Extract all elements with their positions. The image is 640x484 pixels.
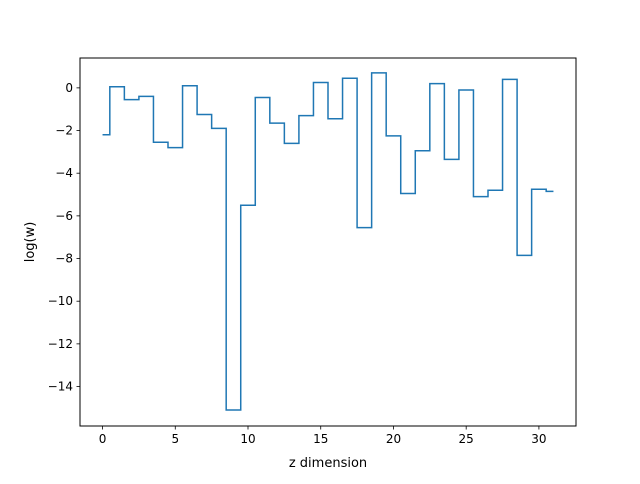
y-tick-label: −2 [55, 124, 73, 138]
y-axis-label: log(w) [23, 222, 38, 263]
y-tick-label: −14 [48, 380, 73, 394]
x-tick-label: 15 [313, 432, 328, 446]
x-axis-label: z dimension [289, 456, 367, 471]
y-axis: 0 −2 −4 −6 −8 −10 −12 −14 [48, 81, 80, 394]
x-tick-label: 0 [99, 432, 107, 446]
series-line-0 [102, 72, 554, 411]
plot-layer [102, 72, 554, 411]
y-tick-label: −10 [48, 294, 73, 308]
x-axis: 0 5 10 15 20 25 30 [99, 426, 547, 446]
y-tick-label: −6 [55, 209, 73, 223]
x-tick-label: 20 [386, 432, 401, 446]
y-tick-label: −12 [48, 337, 73, 351]
x-tick-label: 30 [531, 432, 546, 446]
y-tick-label: −4 [55, 166, 73, 180]
y-tick-label: −8 [55, 252, 73, 266]
x-tick-label: 10 [240, 432, 255, 446]
axes-frame [79, 57, 577, 427]
x-tick-label: 5 [171, 432, 179, 446]
y-tick-label: 0 [65, 81, 73, 95]
x-tick-label: 25 [459, 432, 474, 446]
